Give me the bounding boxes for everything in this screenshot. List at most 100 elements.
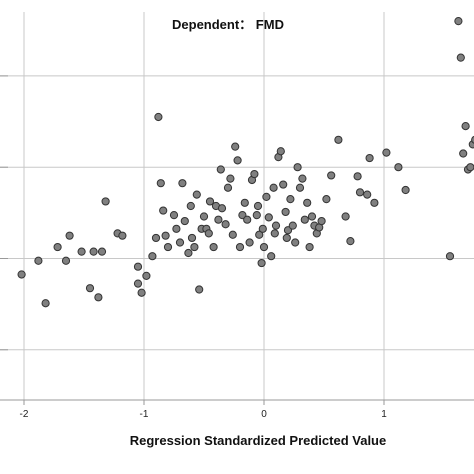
data-point [303, 198, 312, 207]
x-tick-label: 0 [261, 409, 267, 420]
data-point [221, 220, 230, 229]
data-point [459, 149, 468, 158]
data-point [466, 163, 474, 172]
data-point [205, 197, 215, 206]
data-point [262, 192, 271, 201]
data-point [267, 252, 276, 261]
data-point [41, 299, 50, 308]
data-point [282, 233, 291, 243]
data-point [233, 156, 242, 165]
data-point [257, 258, 266, 268]
x-tick-layer: -2 -1 0 1 [20, 400, 387, 420]
data-point [209, 242, 218, 252]
x-axis-label: Regression Standardized Predicted Value [130, 433, 386, 448]
data-point [253, 201, 263, 211]
chart-title: Dependent： FMD [172, 17, 284, 32]
data-point [151, 233, 161, 243]
data-point [298, 174, 307, 183]
data-point [252, 211, 261, 220]
data-point [223, 183, 233, 192]
data-point [172, 224, 181, 233]
x-tick-label: 1 [381, 409, 387, 420]
data-point [295, 183, 305, 192]
data-point [65, 231, 74, 240]
data-point [471, 135, 474, 144]
data-point [142, 271, 151, 280]
data-point [204, 229, 213, 238]
data-point [163, 242, 173, 252]
data-point [258, 224, 267, 233]
data-point [61, 256, 71, 265]
data-point [89, 247, 98, 256]
data-point [286, 195, 295, 204]
data-point [216, 165, 225, 174]
data-point [445, 252, 455, 261]
data-point [34, 256, 43, 265]
data-point [240, 198, 249, 207]
data-point [199, 212, 209, 221]
data-point [169, 211, 179, 220]
data-point [137, 288, 146, 297]
data-point [276, 147, 285, 156]
data-point [214, 215, 223, 224]
x-tick-label: -2 [20, 409, 29, 420]
data-point [159, 206, 168, 215]
data-point [184, 248, 193, 258]
data-point [245, 238, 254, 247]
data-point [288, 221, 297, 230]
data-point [228, 230, 237, 239]
data-point [461, 122, 470, 131]
data-point [334, 135, 343, 144]
data-point [341, 212, 350, 221]
data-point [270, 229, 279, 238]
data-points [17, 17, 474, 308]
data-point [307, 212, 317, 221]
data-point [161, 231, 170, 240]
data-point [365, 153, 374, 163]
data-point [101, 197, 110, 206]
data-point [186, 201, 195, 211]
data-point [271, 221, 281, 230]
data-point [327, 171, 336, 180]
data-point [195, 285, 204, 294]
data-point [269, 183, 278, 192]
data-point [300, 215, 309, 224]
data-point [370, 198, 379, 207]
data-point [353, 172, 362, 181]
data-point [363, 190, 372, 199]
data-point [456, 53, 465, 62]
data-point [133, 262, 143, 271]
data-point [454, 17, 463, 26]
data-point [97, 247, 107, 256]
data-point [133, 279, 143, 288]
data-point [231, 142, 240, 151]
data-point [180, 216, 189, 226]
data-point [77, 247, 86, 256]
data-point [235, 242, 245, 252]
data-point [178, 179, 187, 188]
data-point [305, 242, 314, 252]
data-point [217, 204, 227, 213]
data-point [281, 207, 290, 217]
data-point [401, 185, 410, 195]
data-point [255, 230, 264, 239]
data-point [394, 163, 403, 172]
data-point [118, 231, 127, 240]
data-point [187, 233, 197, 243]
data-point [322, 195, 331, 204]
data-point [154, 112, 163, 122]
data-point [382, 148, 391, 157]
data-point [17, 270, 26, 279]
data-point [317, 216, 326, 226]
data-point [85, 284, 95, 293]
grid-layer [0, 12, 474, 400]
data-point [279, 180, 288, 189]
data-point [346, 237, 355, 246]
data-point [175, 238, 185, 247]
data-point [293, 163, 302, 172]
data-point [259, 242, 269, 252]
data-point [226, 174, 235, 183]
data-point [192, 190, 201, 199]
data-point [264, 213, 273, 222]
